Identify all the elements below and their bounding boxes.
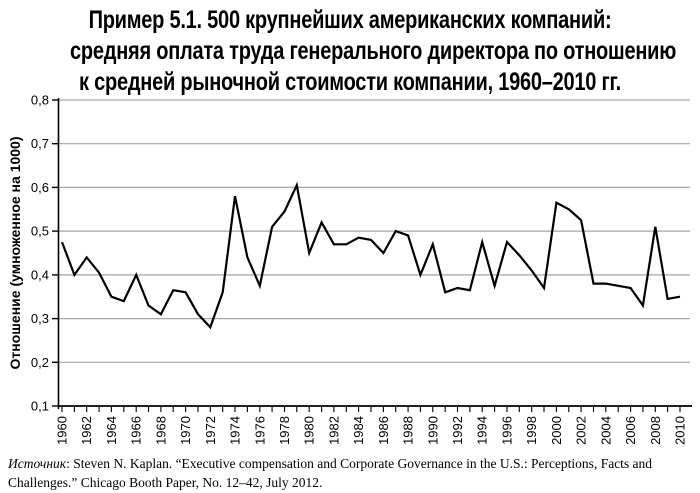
x-tick-label: 1980 [302, 416, 317, 445]
y-tick-label: 0,4 [31, 267, 49, 282]
x-tick-label: 1972 [203, 416, 218, 445]
y-tick-label: 0,7 [31, 136, 49, 151]
x-tick-label: 1984 [351, 416, 366, 445]
x-tick-label: 1976 [252, 416, 267, 445]
x-tick-label: 1978 [277, 416, 292, 445]
x-tick-label: 1974 [228, 416, 243, 445]
x-tick-label: 1994 [475, 416, 490, 445]
chart-title-line1: Пример 5.1. 500 крупнейших американских … [88, 6, 612, 34]
x-tick-label: 2004 [598, 416, 613, 445]
chart-title: Пример 5.1. 500 крупнейших американских … [70, 5, 677, 98]
y-tick-label: 0,1 [31, 399, 49, 414]
chart-line [60, 181, 681, 330]
x-tick-label: 2006 [623, 416, 638, 445]
x-tick-label: 1968 [153, 416, 168, 445]
y-tick-label: 0,8 [31, 93, 49, 108]
x-tick-label: 1962 [79, 416, 94, 445]
source-note-line1: Источник: Steven N. Kaplan. “Executive c… [8, 454, 698, 473]
x-tick-label: 1998 [524, 416, 539, 445]
x-tick-label: 1970 [178, 416, 193, 445]
chart-title-line3: к средней рыночной стоимости компании, 1… [79, 68, 621, 96]
x-tick-label: 1996 [500, 416, 515, 445]
source-text-line1: : Steven N. Kaplan. “Executive compensat… [66, 456, 653, 471]
source-label: Источник [8, 456, 67, 471]
x-tick-label: 2000 [549, 416, 564, 445]
x-tick-label: 2010 [673, 416, 688, 445]
x-tick-label: 2002 [574, 416, 589, 445]
gridlines [58, 99, 690, 363]
x-axis: 1960 1962 1964 1966 1968 1970 1972 1974 1976 1978… [55, 405, 692, 445]
x-tick-label: 1960 [55, 416, 70, 445]
source-note: Источник: Steven N. Kaplan. “Executive c… [8, 454, 698, 492]
y-axis-title: Отношение (умноженное на 1000) [7, 137, 23, 370]
y-tick-label: 0,6 [31, 180, 49, 195]
x-tick-label: 1990 [425, 416, 440, 445]
y-tick-label: 0,5 [31, 224, 49, 239]
x-tick-label: 1986 [376, 416, 391, 445]
x-tick-label: 2008 [648, 416, 663, 445]
x-tick-label: 1982 [326, 416, 341, 445]
y-axis: 0,1 0,2 0,3 0,4 0,5 0,6 0,7 0,8 [31, 93, 60, 414]
chart-title-line2: средняя оплата труда генерального директ… [70, 37, 677, 65]
x-tick-label: 1992 [450, 416, 465, 445]
x-tick-label: 1966 [129, 416, 144, 445]
y-tick-label: 0,2 [31, 355, 49, 370]
ceo-pay-ratio-line-chart: 0,1 0,2 0,3 0,4 0,5 0,6 0,7 0,8 1960 1962 1964 1966… [7, 93, 692, 445]
source-note-line2: Challenges.” Chicago Booth Paper, No. 12… [8, 475, 323, 490]
x-tick-label: 1988 [401, 416, 416, 445]
x-tick-label: 1964 [104, 416, 119, 445]
y-tick-label: 0,3 [31, 311, 49, 326]
